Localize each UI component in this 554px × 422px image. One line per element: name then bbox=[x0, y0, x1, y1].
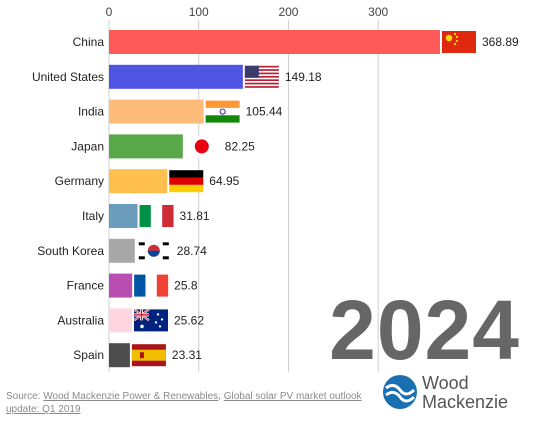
value-label-japan: 82.25 bbox=[225, 139, 255, 153]
india-flag bbox=[205, 100, 240, 123]
flags bbox=[131, 31, 476, 367]
france-flag bbox=[134, 274, 169, 297]
category-label-france: France bbox=[67, 279, 105, 293]
category-label-india: India bbox=[78, 105, 104, 119]
value-labels: 368.89 149.18 105.44 82.25 64.95 31.81 28.74 25… bbox=[172, 35, 519, 362]
bar-italy bbox=[109, 204, 138, 228]
category-label-china: China bbox=[73, 35, 105, 49]
category-label-united-states: United States bbox=[32, 70, 104, 84]
value-label-south-korea: 28.74 bbox=[177, 244, 207, 258]
source-separator: , bbox=[218, 391, 221, 402]
bar-united-states bbox=[109, 64, 243, 89]
category-label-germany: Germany bbox=[55, 174, 104, 188]
china-flag bbox=[442, 31, 476, 53]
value-label-india: 105.44 bbox=[246, 105, 283, 119]
category-label-spain: Spain bbox=[73, 348, 104, 362]
source-note: Source: Wood Mackenzie Power & Renewable… bbox=[6, 390, 366, 416]
value-label-china: 368.89 bbox=[482, 35, 519, 49]
value-label-australia: 25.62 bbox=[174, 313, 204, 327]
x-tick-100: 100 bbox=[189, 5, 209, 19]
bar-chart: 0 100 200 300 China United States India Japan G… bbox=[32, 5, 519, 372]
category-label-italy: Italy bbox=[82, 209, 104, 223]
x-tick-0: 0 bbox=[106, 5, 113, 19]
spain-flag bbox=[131, 344, 166, 367]
value-label-spain: 23.31 bbox=[172, 348, 202, 362]
bar-australia bbox=[109, 308, 132, 333]
australia-flag bbox=[133, 308, 168, 332]
value-label-italy: 31.81 bbox=[180, 209, 210, 223]
logo-line-2: Mackenzie bbox=[422, 392, 509, 412]
x-tick-200: 200 bbox=[278, 5, 298, 19]
x-tick-300: 300 bbox=[368, 5, 388, 19]
value-label-france: 25.8 bbox=[174, 279, 198, 293]
usa-flag bbox=[244, 65, 279, 88]
bar-japan bbox=[109, 134, 183, 159]
category-label-australia: Australia bbox=[57, 313, 104, 327]
value-label-united-states: 149.18 bbox=[285, 70, 322, 84]
category-label-south-korea: South Korea bbox=[37, 244, 104, 258]
source-link-outlook[interactable]: Global solar PV market outlook update: Q… bbox=[6, 391, 362, 415]
bars bbox=[109, 30, 440, 368]
wood-mackenzie-logo-icon bbox=[383, 375, 417, 409]
bar-china bbox=[109, 30, 440, 54]
value-label-germany: 64.95 bbox=[209, 174, 239, 188]
south-korea-flag bbox=[136, 239, 171, 262]
wood-mackenzie-logo[interactable]: Wood Mackenzie bbox=[382, 372, 532, 414]
year-label: 2024 bbox=[329, 283, 520, 377]
italy-flag bbox=[139, 205, 174, 227]
x-axis-ticks: 0 100 200 300 bbox=[106, 5, 389, 19]
category-label-japan: Japan bbox=[71, 139, 104, 153]
category-labels: China United States India Japan Germany Italy… bbox=[32, 35, 104, 362]
japan-flag bbox=[184, 135, 219, 158]
source-prefix: Source: bbox=[6, 391, 41, 402]
bar-spain bbox=[109, 343, 130, 368]
bar-france bbox=[109, 273, 133, 298]
bar-south-korea bbox=[109, 238, 135, 263]
logo-line-1: Wood bbox=[422, 373, 469, 393]
bar-germany bbox=[109, 169, 168, 194]
source-link-wood-mackenzie[interactable]: Wood Mackenzie Power & Renewables bbox=[43, 391, 219, 402]
germany-flag bbox=[169, 170, 204, 193]
bar-india bbox=[109, 99, 204, 124]
